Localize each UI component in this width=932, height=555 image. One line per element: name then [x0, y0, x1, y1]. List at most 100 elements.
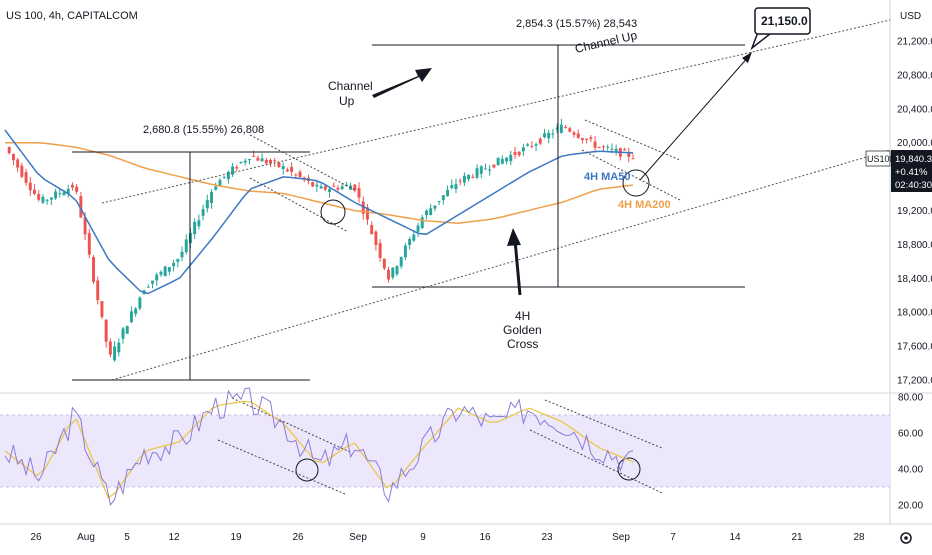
candle — [408, 236, 412, 250]
candle — [281, 162, 285, 175]
ticker-badge: US100 19,840.3 +0.41% 02:40:30 — [865, 150, 932, 192]
candle — [129, 306, 133, 324]
candle — [290, 162, 294, 176]
candle — [20, 162, 24, 179]
candle — [555, 123, 559, 133]
rsi-line — [4, 387, 634, 506]
candle — [500, 155, 504, 165]
series-lines — [4, 129, 634, 295]
candle — [269, 158, 273, 167]
candle — [319, 183, 323, 189]
golden-arrowhead — [507, 228, 521, 246]
candle — [488, 164, 492, 176]
ticker-tag-text: US100 — [867, 154, 895, 164]
countdown-text: 02:40:30 — [895, 180, 932, 191]
candle — [146, 284, 150, 288]
channel-upper-line — [101, 19, 891, 204]
rsi-tick-label: 80.00 — [898, 393, 923, 404]
currency-label: USD — [900, 11, 921, 22]
candle — [231, 162, 235, 177]
candle — [323, 184, 327, 192]
time-tick-label: Sep — [612, 532, 630, 543]
last-price-text: 19,840.3 — [895, 154, 932, 165]
time-tick-label: 26 — [292, 532, 304, 543]
candle — [180, 246, 184, 262]
candle — [264, 157, 268, 165]
time-tick-label: 28 — [853, 532, 865, 543]
candle — [538, 136, 542, 146]
candle — [593, 136, 597, 151]
candle — [614, 144, 618, 156]
candle — [361, 196, 365, 220]
candle — [580, 137, 584, 144]
candle — [576, 129, 580, 139]
candle — [627, 147, 631, 163]
rsi-ma-line — [4, 400, 634, 500]
time-tick-label: Sep — [349, 532, 367, 543]
candle — [543, 128, 546, 139]
target-arrow-line — [639, 54, 751, 181]
candle — [589, 134, 593, 143]
channel-up-label-1: Channel — [328, 79, 373, 93]
time-tick-label: 9 — [420, 532, 426, 543]
candle — [534, 142, 538, 152]
candle — [121, 327, 125, 344]
candle — [235, 164, 239, 171]
candle — [395, 265, 399, 277]
candle — [454, 178, 458, 194]
rsi-ch1-bottom — [217, 439, 346, 495]
candle — [33, 184, 36, 196]
candle — [37, 190, 41, 202]
rsi-lines — [4, 387, 634, 506]
candle — [163, 265, 167, 277]
candle — [606, 144, 610, 151]
candle — [340, 182, 344, 191]
time-tick-label: 19 — [230, 532, 242, 543]
change-text: +0.41% — [895, 167, 928, 178]
candle — [155, 272, 159, 286]
candle — [100, 301, 104, 319]
candle — [16, 157, 20, 173]
candle — [167, 266, 171, 276]
candle — [492, 164, 496, 169]
candle — [138, 296, 142, 311]
price-tick-label: 18,000.0 — [897, 308, 932, 319]
candle — [108, 338, 112, 358]
candle — [285, 167, 289, 173]
price-tick-label: 21,200.0 — [897, 37, 932, 48]
candle — [28, 177, 32, 197]
candle — [11, 153, 15, 166]
candle — [374, 229, 378, 251]
candle — [298, 169, 302, 179]
candle — [475, 164, 479, 180]
candle — [54, 188, 58, 200]
flag2-top — [584, 119, 681, 161]
candle — [623, 147, 627, 151]
candle — [479, 164, 483, 179]
candle — [247, 158, 251, 165]
rsi-ch2-bottom — [529, 429, 663, 494]
target-callout-box — [754, 7, 811, 35]
candle — [551, 128, 555, 139]
candle — [509, 150, 513, 166]
candle — [597, 146, 601, 149]
candle — [315, 180, 319, 192]
drawings — [72, 19, 891, 495]
circle-rsi-1 — [295, 458, 319, 482]
time-tick-label: Aug — [77, 532, 95, 543]
candle — [176, 258, 180, 268]
rsi-axis[interactable]: 80.00 60.00 40.00 20.00 — [898, 393, 923, 512]
price-tick-label: 17,600.0 — [897, 342, 932, 353]
time-axis[interactable]: 26 Aug 5 12 19 26 Sep 9 16 23 Sep 7 14 21 28 — [30, 532, 865, 543]
candle — [357, 182, 361, 203]
gear-icon[interactable] — [900, 532, 912, 544]
circle-rsi-2 — [617, 457, 641, 481]
circle-price-1 — [320, 199, 346, 225]
time-tick-label: 21 — [791, 532, 803, 543]
candle — [450, 179, 454, 190]
price-axis[interactable]: USD 21,200.020,800.020,400.020,000.019,6… — [897, 11, 932, 387]
rsi-tick-label: 40.00 — [898, 465, 923, 476]
candle — [193, 218, 197, 239]
candle — [87, 228, 91, 259]
